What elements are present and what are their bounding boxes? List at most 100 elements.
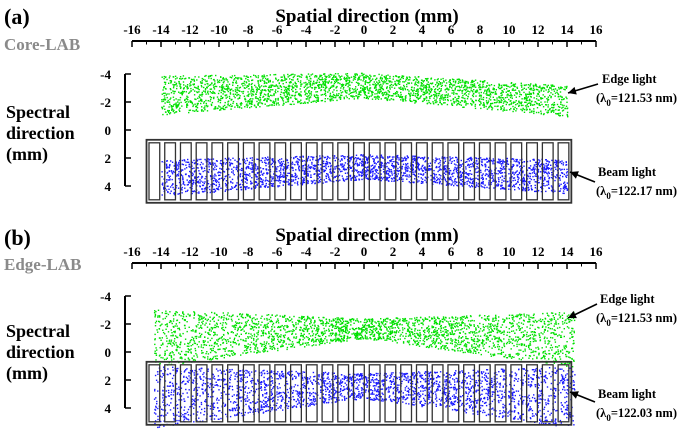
- data-point: [465, 104, 467, 106]
- data-point: [393, 180, 395, 182]
- data-point: [500, 108, 502, 111]
- data-point: [350, 92, 353, 94]
- data-point: [175, 105, 177, 107]
- data-point: [535, 85, 537, 87]
- data-point: [534, 190, 536, 193]
- data-point: [239, 174, 241, 176]
- data-point: [264, 98, 266, 100]
- data-point: [523, 161, 526, 163]
- data-point: [316, 79, 319, 81]
- data-point: [491, 92, 494, 94]
- data-point: [356, 157, 358, 159]
- data-point: [261, 181, 263, 183]
- data-point: [385, 91, 387, 93]
- data-point: [339, 79, 341, 81]
- data-point: [250, 89, 252, 92]
- data-point: [558, 95, 560, 98]
- data-point: [300, 83, 302, 86]
- data-point: [565, 105, 568, 107]
- data-point: [304, 173, 306, 175]
- data-point: [537, 93, 540, 95]
- data-point: [224, 101, 226, 104]
- data-point: [408, 167, 410, 169]
- data-point: [181, 94, 183, 96]
- data-point: [358, 77, 361, 79]
- data-point: [535, 88, 538, 91]
- data-point: [532, 89, 535, 92]
- data-point: [265, 90, 267, 92]
- data-point: [302, 179, 304, 181]
- data-point: [221, 163, 223, 165]
- data-point: [335, 175, 338, 177]
- data-point: [324, 80, 327, 83]
- data-point: [256, 168, 259, 170]
- data-point: [368, 95, 370, 98]
- data-point: [512, 110, 514, 113]
- data-point: [169, 75, 171, 77]
- data-point: [478, 95, 481, 97]
- data-point: [420, 182, 423, 184]
- data-point: [459, 164, 461, 166]
- data-point: [425, 96, 428, 98]
- data-point: [530, 178, 533, 181]
- data-point: [236, 92, 238, 94]
- data-point: [248, 187, 250, 189]
- data-point: [170, 160, 172, 162]
- data-point: [347, 75, 349, 77]
- data-point: [192, 182, 194, 185]
- data-point: [178, 91, 180, 93]
- data-point: [201, 188, 203, 190]
- data-point: [374, 93, 376, 95]
- data-point: [195, 110, 197, 112]
- data-point: [218, 105, 220, 107]
- data-point: [390, 159, 393, 161]
- data-point: [172, 105, 174, 107]
- data-point: [452, 181, 454, 183]
- data-point: [503, 168, 505, 170]
- data-point: [507, 180, 509, 183]
- data-point: [526, 103, 528, 106]
- data-point: [263, 99, 265, 101]
- data-point: [317, 77, 320, 79]
- data-point: [426, 79, 428, 82]
- data-point: [204, 181, 206, 183]
- data-point: [261, 75, 263, 78]
- data-point: [527, 187, 529, 189]
- data-point: [468, 178, 470, 180]
- data-point: [502, 110, 504, 112]
- data-point: [486, 173, 488, 176]
- data-point: [440, 97, 442, 99]
- data-point: [492, 158, 494, 160]
- data-point: [304, 90, 306, 92]
- data-point: [528, 102, 531, 104]
- data-point: [420, 79, 423, 81]
- data-point: [418, 156, 420, 159]
- data-point: [166, 179, 168, 181]
- data-point: [565, 96, 567, 98]
- data-point: [524, 188, 527, 190]
- data-point: [508, 98, 510, 101]
- data-point: [161, 93, 163, 95]
- data-point: [272, 81, 274, 83]
- data-point: [439, 82, 442, 84]
- data-point: [344, 168, 346, 171]
- data-point: [378, 96, 380, 98]
- data-point: [207, 90, 209, 92]
- data-point: [196, 91, 198, 93]
- data-point: [414, 82, 416, 84]
- data-point: [251, 79, 253, 82]
- data-point: [566, 168, 568, 171]
- data-point: [445, 180, 447, 183]
- data-point: [508, 173, 510, 175]
- data-point: [259, 167, 262, 169]
- data-point: [422, 182, 424, 184]
- data-point: [307, 102, 309, 104]
- data-point: [225, 180, 228, 182]
- data-point: [251, 164, 253, 166]
- data-point: [292, 94, 294, 97]
- data-point: [456, 103, 459, 105]
- data-point: [545, 171, 547, 173]
- data-point: [526, 97, 528, 99]
- data-point: [339, 76, 341, 79]
- data-point: [478, 100, 481, 103]
